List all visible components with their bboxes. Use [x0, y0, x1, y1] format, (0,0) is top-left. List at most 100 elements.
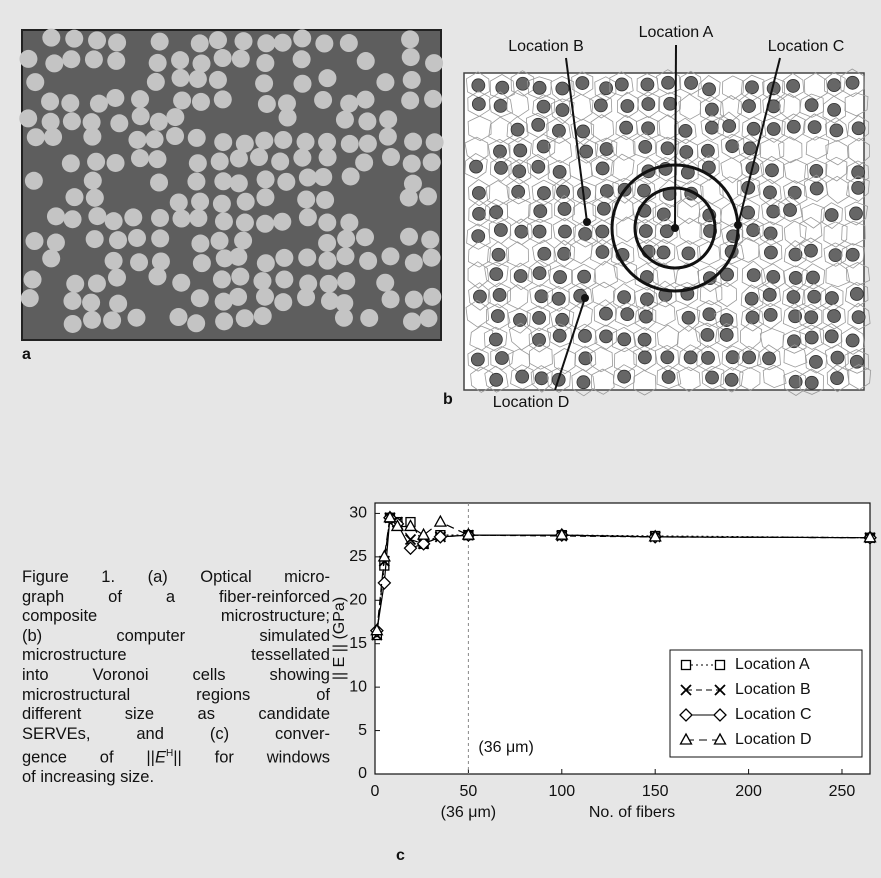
- fiber: [211, 152, 229, 170]
- fiber: [152, 252, 170, 270]
- fiber: [554, 271, 567, 284]
- fiber: [493, 145, 506, 158]
- fiber: [556, 82, 569, 95]
- fiber: [846, 76, 859, 89]
- fiber: [86, 230, 104, 248]
- legend-label: Location A: [735, 656, 810, 673]
- fiber: [146, 130, 164, 148]
- fiber: [229, 248, 247, 266]
- fiber: [620, 121, 633, 134]
- fiber: [743, 142, 756, 155]
- x-tick-label: 100: [548, 783, 575, 800]
- fiber: [86, 189, 104, 207]
- fiber: [193, 254, 211, 272]
- fiber: [318, 214, 336, 232]
- fiber: [84, 172, 102, 190]
- fiber: [42, 249, 60, 267]
- fiber: [810, 182, 823, 195]
- fiber: [337, 230, 355, 248]
- fiber: [358, 112, 376, 130]
- fiber: [88, 31, 106, 49]
- fiber: [490, 206, 503, 219]
- legend-label: Location D: [735, 731, 812, 748]
- fiber: [807, 271, 820, 284]
- fiber: [149, 54, 167, 72]
- fiber: [191, 235, 209, 253]
- dot: [734, 221, 742, 229]
- fiber: [150, 174, 168, 192]
- fiber: [236, 309, 254, 327]
- fiber: [191, 193, 209, 211]
- fiber: [279, 109, 297, 127]
- fiber: [512, 185, 525, 198]
- fiber: [236, 214, 254, 232]
- fiber: [360, 309, 378, 327]
- fiber: [275, 270, 293, 288]
- fiber: [45, 54, 63, 72]
- fiber: [257, 34, 275, 52]
- fiber: [356, 228, 374, 246]
- fiber: [852, 311, 865, 324]
- fiber: [211, 232, 229, 250]
- fiber: [580, 145, 593, 158]
- fiber: [702, 351, 715, 364]
- fiber: [124, 208, 142, 226]
- fiber: [723, 119, 736, 132]
- y-tick-label: 30: [349, 505, 367, 522]
- fiber: [808, 290, 821, 303]
- fiber: [423, 249, 441, 267]
- fiber: [25, 232, 43, 250]
- dot: [581, 294, 589, 302]
- fiber: [214, 172, 232, 190]
- fiber: [250, 148, 268, 166]
- fiber: [274, 293, 292, 311]
- fiber: [319, 148, 337, 166]
- caption-line: microstructure tessellated: [22, 646, 330, 666]
- fiber: [600, 82, 613, 95]
- fiber: [209, 31, 227, 49]
- fiber: [337, 272, 355, 290]
- fiber: [685, 76, 698, 89]
- fiber: [705, 121, 718, 134]
- fiber: [172, 69, 190, 87]
- fiber: [764, 246, 777, 259]
- fiber: [849, 207, 862, 220]
- fiber: [62, 154, 80, 172]
- fiber: [538, 247, 551, 260]
- fiber: [106, 89, 124, 107]
- fiber: [27, 128, 45, 146]
- fiber: [764, 227, 777, 240]
- fiber: [404, 133, 422, 151]
- fiber: [825, 292, 838, 305]
- fiber: [516, 77, 529, 90]
- fiber: [472, 230, 485, 243]
- fiber: [21, 289, 39, 307]
- fiber: [618, 370, 631, 383]
- fiber: [552, 124, 565, 137]
- fiber: [701, 328, 714, 341]
- fiber: [640, 293, 653, 306]
- fiber: [63, 112, 81, 130]
- fiber: [402, 48, 420, 66]
- fiber: [105, 212, 123, 230]
- fiber: [534, 205, 547, 218]
- fiber: [173, 210, 191, 228]
- fiber: [743, 100, 756, 113]
- fiber: [24, 271, 42, 289]
- fiber: [85, 50, 103, 68]
- fiber: [494, 161, 507, 174]
- fiber: [767, 122, 780, 135]
- fiber: [189, 154, 207, 172]
- fiber: [382, 148, 400, 166]
- fiber: [127, 309, 145, 327]
- x-tick-label: 250: [829, 783, 856, 800]
- fiber: [214, 133, 232, 151]
- fiber: [825, 208, 838, 221]
- legend-label: Location B: [735, 681, 811, 698]
- fiber: [516, 370, 529, 383]
- fiber: [618, 291, 631, 304]
- fiber: [426, 133, 444, 151]
- fiber: [297, 190, 315, 208]
- fiber: [701, 144, 714, 157]
- fiber: [600, 142, 613, 155]
